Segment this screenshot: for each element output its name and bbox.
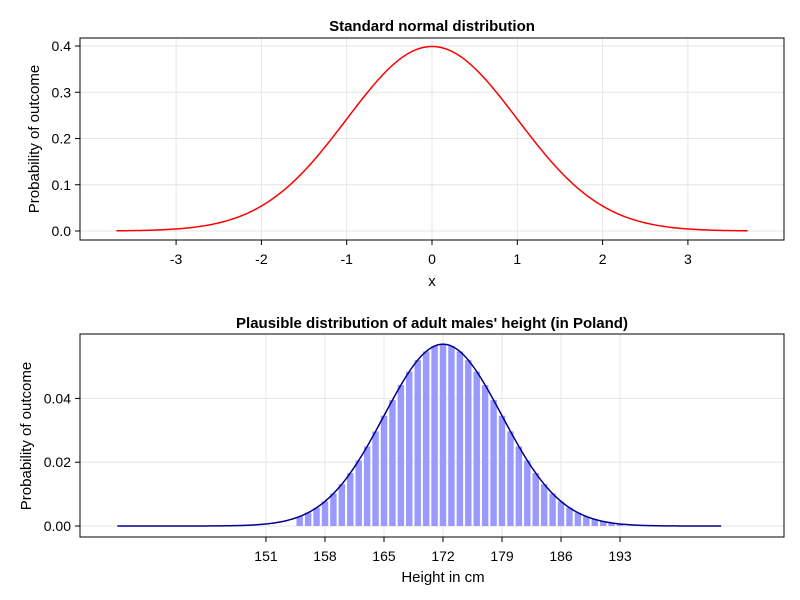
- x-tick-label: 186: [549, 548, 573, 564]
- histogram-bar: [515, 446, 523, 526]
- histogram-bar: [296, 516, 303, 526]
- y-tick-label: 0.00: [44, 518, 71, 534]
- histogram-bar: [304, 512, 312, 526]
- axis-ticks: -3 -2 -1 0 1 2 3 0.0 0.1 0.2 0.3 0.4: [52, 38, 692, 267]
- histogram-bar: [414, 360, 421, 526]
- x-tick-label: 3: [684, 251, 692, 267]
- x-tick-label: 179: [490, 548, 514, 564]
- x-tick-label: 0: [428, 251, 436, 267]
- density-curve-line: [117, 343, 722, 527]
- histogram-bar: [347, 473, 354, 526]
- x-tick-label: 193: [608, 548, 632, 564]
- histogram-bar: [599, 521, 607, 526]
- histogram-bar: [380, 415, 388, 526]
- series-marks: [117, 343, 722, 527]
- histogram-bar: [473, 371, 480, 526]
- y-axis-label: Probability of outcome: [26, 65, 43, 213]
- y-tick-label: 0.04: [44, 390, 71, 406]
- histogram-bar: [313, 507, 320, 526]
- histogram-bar: [540, 484, 548, 526]
- histogram-bar: [422, 351, 430, 526]
- histogram-bar: [456, 351, 464, 526]
- x-axis-label: Height in cm: [401, 569, 484, 586]
- plot-frame: [79, 333, 785, 538]
- histogram-bar: [557, 501, 565, 526]
- histogram-bar: [448, 346, 455, 526]
- histogram-bar: [574, 512, 582, 526]
- histogram-bar: [321, 501, 329, 526]
- histogram-bar: [583, 516, 590, 526]
- y-axis-label: Probability of outcome: [18, 362, 35, 510]
- histogram-bar: [389, 400, 396, 526]
- chart-standard-normal: -3 -2 -1 0 1 2 3 0.0 0.1 0.2 0.3 0.4 Standard norma…: [26, 18, 785, 290]
- x-tick-label: -1: [340, 251, 353, 267]
- x-tick-label: -3: [170, 251, 183, 267]
- x-tick-label: 158: [313, 548, 337, 564]
- histogram-bar: [397, 385, 405, 526]
- histogram-bar: [481, 385, 489, 526]
- x-tick-label: 151: [254, 548, 278, 564]
- histogram-bar: [490, 400, 497, 526]
- x-tick-label: -2: [255, 251, 268, 267]
- histogram-bar: [498, 415, 506, 526]
- histogram-bar: [372, 431, 379, 526]
- histogram-bar: [363, 446, 371, 526]
- histogram-bar: [549, 493, 556, 526]
- y-tick-label: 0.0: [52, 223, 72, 239]
- chart-height-distribution: 151 158 165 172 179 186 193 0.00 0.02 0.04 Plausi…: [18, 315, 785, 586]
- histogram-bar: [355, 460, 362, 526]
- y-tick-label: 0.4: [52, 38, 72, 54]
- series-marks: [116, 45, 748, 232]
- x-tick-label: 2: [599, 251, 607, 267]
- y-tick-label: 0.1: [52, 177, 72, 193]
- chart-title: Standard normal distribution: [329, 18, 535, 35]
- histogram-bar: [566, 507, 573, 526]
- histogram-bar: [431, 346, 438, 526]
- y-tick-label: 0.2: [52, 131, 72, 147]
- histogram-bar: [608, 522, 615, 526]
- x-tick-label: 1: [513, 251, 521, 267]
- histogram-bar: [465, 360, 472, 526]
- histogram-bar: [532, 473, 539, 526]
- histogram-bar: [338, 484, 346, 526]
- x-axis-label: x: [428, 273, 436, 290]
- normal-curve-line: [116, 45, 748, 232]
- y-tick-label: 0.02: [44, 454, 71, 470]
- grid-lines: [80, 38, 784, 240]
- histogram-bar: [330, 493, 337, 526]
- chart-title: Plausible distribution of adult males' h…: [236, 315, 628, 332]
- histogram-bar: [524, 460, 531, 526]
- x-tick-label: 165: [372, 548, 396, 564]
- histogram-bar: [439, 344, 447, 526]
- histogram-bar: [591, 519, 598, 526]
- histogram-bar: [616, 523, 624, 526]
- histogram-bar: [406, 371, 413, 526]
- axis-ticks: 151 158 165 172 179 186 193 0.00 0.02 0.04: [44, 390, 632, 564]
- x-tick-label: 172: [431, 548, 455, 564]
- histogram-bar: [507, 431, 514, 526]
- y-tick-label: 0.3: [52, 84, 72, 100]
